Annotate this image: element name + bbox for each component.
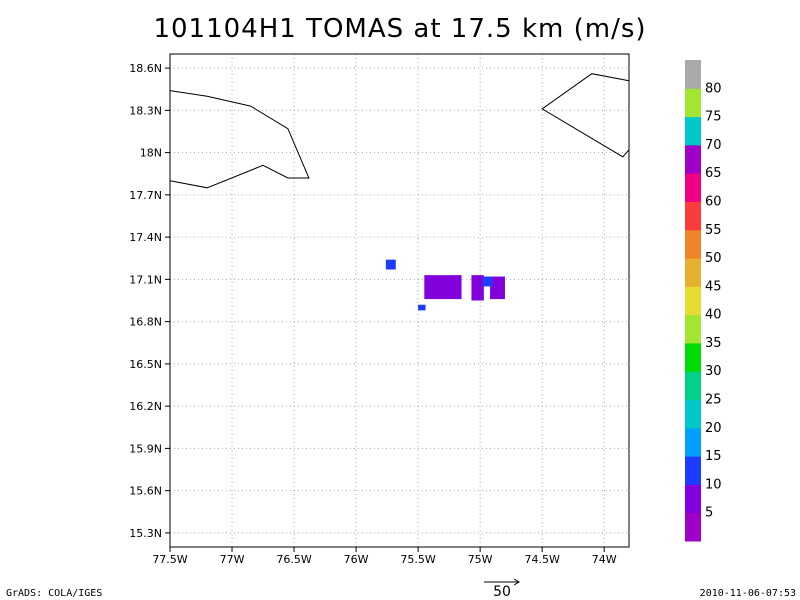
footer-credit: GrADS: COLA/IGES — [6, 588, 103, 599]
colorbar-swatch — [685, 484, 701, 514]
colorbar-swatch — [685, 456, 701, 485]
colorbar-swatch — [685, 173, 701, 202]
plot-title: 101104H1 TOMAS at 17.5 km (m/s) — [153, 14, 647, 44]
coastline — [541, 73, 630, 158]
colorbar-label: 80 — [705, 81, 722, 96]
x-tick-label: 76.5W — [276, 553, 311, 566]
grid-lines — [169, 54, 629, 547]
x-tick-label: 77.5W — [152, 553, 187, 566]
vector-scale-label: 50 — [493, 584, 511, 600]
colorbar-label: 45 — [705, 279, 722, 294]
colorbar-swatch — [685, 286, 701, 316]
colorbar-swatch — [685, 201, 701, 231]
colorbar-swatch — [685, 88, 701, 118]
coastline — [169, 90, 310, 189]
colorbar-swatch — [685, 342, 701, 372]
colorbar-swatch — [685, 60, 701, 89]
footer-timestamp: 2010-11-06-07:53 — [699, 588, 796, 599]
y-tick-label: 18N — [140, 147, 162, 160]
coastlines — [169, 73, 630, 189]
colorbar-label: 50 — [705, 251, 722, 266]
x-tick-label: 74.5W — [524, 553, 559, 566]
colorbar-swatch — [685, 116, 701, 146]
x-tick-label: 77W — [220, 553, 245, 566]
colorbar-label: 40 — [705, 308, 722, 323]
wind-cell — [385, 259, 396, 270]
colorbar-label: 5 — [705, 506, 713, 521]
colorbar-swatch — [685, 399, 701, 429]
colorbar-swatch — [685, 229, 701, 259]
plot-frame — [169, 53, 630, 548]
colorbar-label: 30 — [705, 364, 722, 379]
vector-scale-arrow — [484, 578, 520, 586]
x-tick-label: 76W — [344, 553, 369, 566]
wind-cell — [418, 304, 426, 311]
y-tick-label: 16.5N — [129, 358, 162, 371]
colorbar-label: 60 — [705, 194, 722, 209]
colorbar-swatch — [685, 314, 701, 344]
wind-cell — [424, 275, 462, 300]
colorbar-label: 70 — [705, 138, 722, 153]
colorbar-label: 65 — [705, 166, 722, 181]
colorbar-swatch — [685, 144, 701, 174]
y-tick-label: 18.6N — [129, 62, 162, 75]
wind-cell — [482, 276, 493, 287]
y-axis-ticks: 18.6N 18.3N 18N 17.7N 17.4N 17.1N 16.8N 16.5N 16… — [129, 62, 170, 540]
y-tick-label: 17.1N — [129, 273, 162, 286]
x-tick-label: 75W — [468, 553, 493, 566]
y-tick-label: 16.2N — [129, 400, 162, 413]
wind-cell — [490, 276, 505, 300]
y-tick-label: 18.3N — [129, 104, 162, 117]
x-tick-label: 75.5W — [400, 553, 435, 566]
x-tick-label: 74W — [592, 553, 617, 566]
y-tick-label: 17.7N — [129, 189, 162, 202]
colorbar-label: 55 — [705, 223, 722, 238]
colorbar-label: 15 — [705, 449, 722, 464]
y-tick-label: 16.8N — [129, 316, 162, 329]
colorbar-swatch — [685, 371, 701, 401]
colorbar-label: 20 — [705, 421, 722, 436]
colorbar-swatch — [685, 258, 701, 287]
colorbar-label: 75 — [705, 110, 722, 125]
colorbar-label: 10 — [705, 477, 722, 492]
y-tick-label: 17.4N — [129, 231, 162, 244]
y-tick-label: 15.9N — [129, 442, 162, 455]
wind-speed-field — [385, 259, 505, 311]
y-tick-label: 15.3N — [129, 527, 162, 540]
x-axis-ticks: 77.5W 77W 76.5W 76W 75.5W 75W 74.5W 74W — [152, 547, 617, 566]
colorbar-swatch — [685, 512, 701, 542]
colorbar: 5 10 15 20 25 30 35 40 45 50 55 60 65 70 75 80 — [685, 60, 722, 542]
colorbar-label: 25 — [705, 393, 722, 408]
colorbar-swatch — [685, 427, 701, 457]
y-tick-label: 15.6N — [129, 485, 162, 498]
wind-cell — [471, 275, 484, 301]
colorbar-label: 35 — [705, 336, 722, 351]
